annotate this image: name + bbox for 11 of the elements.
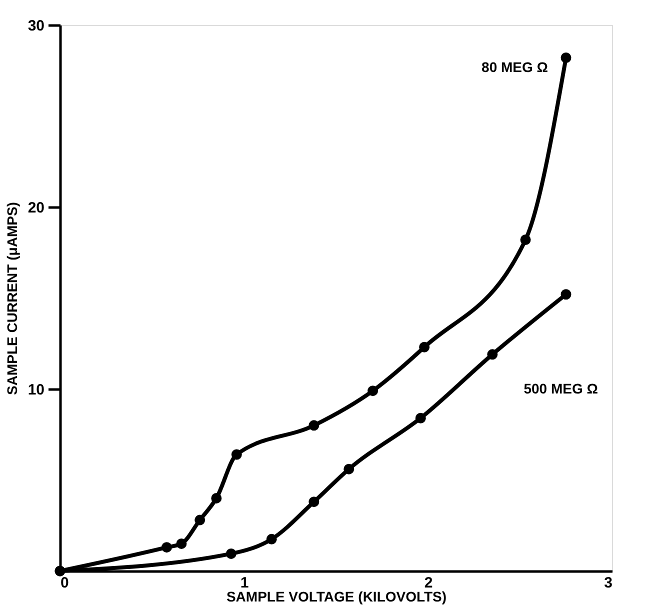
y-tick-label: 20 (28, 200, 44, 216)
x-tick-label: 3 (604, 574, 612, 592)
y-tick-label: 10 (28, 382, 44, 398)
series-label: 80 MEG Ω (482, 58, 548, 75)
x-axis-title: SAMPLE VOLTAGE (KILOVOLTS) (226, 588, 447, 604)
text: 500 MEG Ω (524, 380, 598, 396)
x-tick-label: 1 (240, 574, 249, 592)
y-tick-label: 30 (28, 18, 44, 34)
x-tick-label: 2 (424, 574, 433, 592)
y-axis-title: SAMPLE CURRENT (μAMPS) (4, 202, 20, 395)
x-tick-label: 0 (60, 574, 69, 592)
